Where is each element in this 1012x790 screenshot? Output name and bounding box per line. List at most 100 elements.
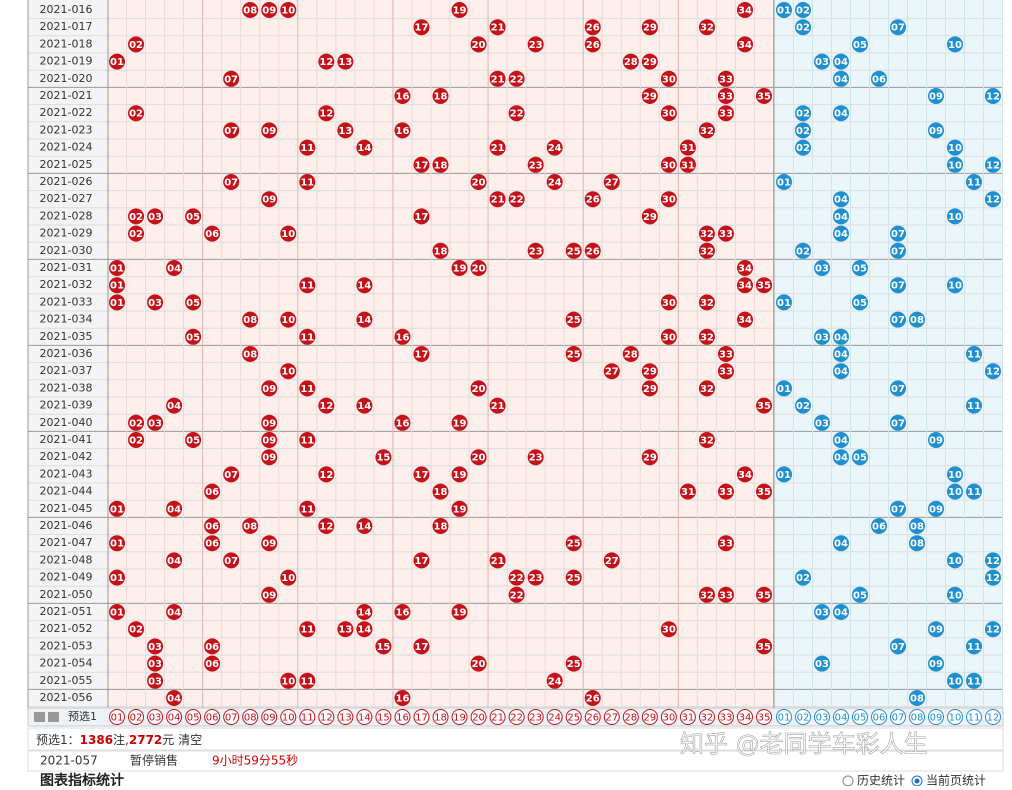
selector-red-ball[interactable] <box>185 709 202 725</box>
red-ball-number: 11 <box>300 625 314 636</box>
selector-red-number: 17 <box>415 713 428 724</box>
selector-blue-ball[interactable] <box>776 709 792 725</box>
selector-red-ball[interactable] <box>489 709 506 725</box>
radio-history[interactable] <box>842 775 854 787</box>
red-ball-number: 17 <box>415 212 429 223</box>
blue-ball <box>890 380 906 397</box>
selector-blue-ball[interactable] <box>928 709 944 725</box>
selector-red-ball[interactable] <box>546 709 563 725</box>
selector-red-ball[interactable] <box>204 709 221 725</box>
selector-red-ball[interactable] <box>470 709 487 725</box>
red-ball-number: 19 <box>453 470 467 481</box>
period-label: 2021-034 <box>40 313 93 326</box>
selector-red-ball[interactable] <box>280 709 297 725</box>
selector-red-ball[interactable] <box>736 709 753 725</box>
red-ball-number: 11 <box>300 384 314 395</box>
selector-red-ball[interactable] <box>527 709 544 725</box>
selector-red-ball[interactable] <box>147 709 164 725</box>
selector-blue-ball[interactable] <box>814 709 830 725</box>
selector-blue-ball[interactable] <box>985 709 1001 725</box>
selector-red-ball[interactable] <box>318 709 335 725</box>
blue-ball <box>833 70 849 87</box>
blue-ball <box>947 36 963 53</box>
selector-red-ball[interactable] <box>660 709 677 725</box>
red-ball-number: 03 <box>148 298 162 309</box>
period-label: 2021-053 <box>40 639 93 652</box>
red-ball <box>128 105 145 122</box>
red-ball <box>394 88 411 104</box>
clear-button[interactable]: 清空 <box>178 733 202 747</box>
red-ball-number: 29 <box>643 92 657 103</box>
radio-current-label[interactable]: 当前页统计 <box>926 773 986 788</box>
red-ball-number: 17 <box>415 470 429 481</box>
selector-blue-ball[interactable] <box>966 709 982 725</box>
selector-red-ball[interactable] <box>432 709 449 725</box>
red-ball-number: 24 <box>548 143 562 154</box>
selector-red-ball[interactable] <box>565 709 582 725</box>
selector-red-ball[interactable] <box>451 709 468 725</box>
selector-red-ball[interactable] <box>109 709 125 725</box>
blue-ball-number: 12 <box>986 92 1000 103</box>
selector-red-ball[interactable] <box>413 709 430 725</box>
blue-ball-number: 11 <box>967 401 981 412</box>
rows: 2021-016 08 09 10 19 34 01 02 2021-017 17 21 26 29 32… <box>40 2 1001 706</box>
selector-red-ball[interactable] <box>679 709 696 725</box>
selector-red-ball[interactable] <box>375 709 392 725</box>
red-ball <box>375 449 392 466</box>
collapse-button[interactable] <box>48 712 59 722</box>
selector-red-ball[interactable] <box>641 709 658 725</box>
red-ball-number: 14 <box>357 401 371 412</box>
selector-red-ball[interactable] <box>698 709 715 725</box>
selector-red-ball[interactable] <box>223 709 240 725</box>
selector-red-ball[interactable] <box>166 709 183 725</box>
blue-ball <box>833 346 849 362</box>
red-ball <box>698 328 715 345</box>
selector-blue-ball[interactable] <box>795 709 811 725</box>
red-ball <box>698 225 715 242</box>
red-ball <box>356 621 373 638</box>
radio-history-label[interactable]: 历史统计 <box>857 774 905 788</box>
selector-red-number: 30 <box>663 713 676 724</box>
selector-blue-ball[interactable] <box>909 709 925 725</box>
red-ball-number: 29 <box>643 384 657 395</box>
blue-ball <box>966 638 982 655</box>
blue-ball-number: 03 <box>815 57 829 68</box>
period-label: 2021-047 <box>40 536 93 549</box>
blue-ball-number: 07 <box>891 23 905 34</box>
blue-ball <box>795 2 811 18</box>
selector-red-ball[interactable] <box>622 709 639 725</box>
selector-blue-ball[interactable] <box>833 709 849 725</box>
red-ball-number: 33 <box>719 229 733 240</box>
selector-blue-number: 03 <box>816 713 829 724</box>
red-ball-number: 35 <box>757 281 771 292</box>
selector-blue-ball[interactable] <box>947 709 963 725</box>
period-column-bg <box>28 0 108 708</box>
selector-red-number: 28 <box>624 713 637 724</box>
expand-button[interactable] <box>34 712 45 722</box>
selector-red-ball[interactable] <box>584 709 601 725</box>
selector-red-ball[interactable] <box>717 709 734 725</box>
blue-ball <box>833 105 849 122</box>
selector-red-ball[interactable] <box>356 709 373 725</box>
selector-blue-ball[interactable] <box>852 709 868 725</box>
selector-red-ball[interactable] <box>394 709 411 725</box>
selector-red-ball[interactable] <box>337 709 354 725</box>
red-ball <box>660 156 677 173</box>
selector-red-ball[interactable] <box>508 709 525 725</box>
selector-red-ball[interactable] <box>299 709 316 725</box>
red-ball-number: 10 <box>281 573 295 584</box>
red-ball <box>280 569 297 586</box>
selector-blue-ball[interactable] <box>890 709 906 725</box>
red-ball <box>432 242 449 259</box>
selector-red-number: 01 <box>111 713 124 724</box>
selector-red-ball[interactable] <box>603 709 620 725</box>
red-ball-number: 15 <box>376 642 390 653</box>
red-ball <box>527 156 544 173</box>
selector-red-ball[interactable] <box>756 709 773 725</box>
selector-blue-ball[interactable] <box>871 709 887 725</box>
selector-red-ball[interactable] <box>128 709 145 725</box>
selector-red-ball[interactable] <box>261 709 278 725</box>
red-ball <box>356 397 373 414</box>
red-ball-number: 30 <box>662 160 676 171</box>
selector-red-ball[interactable] <box>242 709 259 725</box>
